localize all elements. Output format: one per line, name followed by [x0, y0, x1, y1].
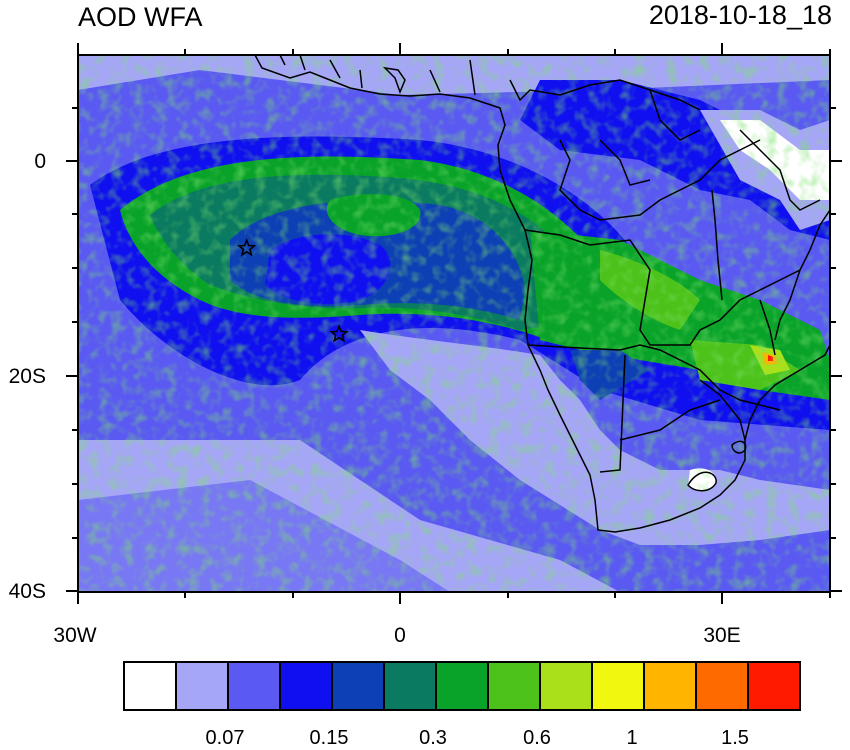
x-label-0: 0 — [394, 624, 406, 647]
colorbar-swatch-11 — [695, 661, 749, 711]
y-label-0: 0 — [34, 150, 46, 173]
colorbar-swatch-10 — [643, 661, 697, 711]
colorbar-swatch-3 — [279, 661, 333, 711]
colorbar-swatch-0 — [123, 661, 177, 711]
colorbar-label-1: 1 — [626, 727, 638, 749]
colorbar — [123, 661, 801, 711]
colorbar-swatch-2 — [227, 661, 281, 711]
star-marker-1 — [237, 238, 257, 257]
colorbar-swatch-1 — [175, 661, 229, 711]
colorbar-swatch-5 — [383, 661, 437, 711]
map-datetime: 2018-10-18_18 — [648, 0, 832, 30]
colorbar-label-0.6: 0.6 — [523, 727, 551, 749]
colorbar-swatch-6 — [435, 661, 489, 711]
markers — [237, 238, 349, 343]
star-marker-2 — [329, 324, 349, 343]
map-frame — [66, 43, 842, 604]
y-label-40s: 40S — [8, 580, 46, 603]
aod-field — [78, 55, 830, 592]
colorbar-label-0.07: 0.07 — [205, 727, 245, 749]
colorbar-swatch-7 — [487, 661, 541, 711]
colorbar-label-1.5: 1.5 — [721, 727, 749, 749]
colorbar-label-0.15: 0.15 — [309, 727, 349, 749]
colorbar-swatch-8 — [539, 661, 593, 711]
x-label-30e: 30E — [703, 624, 741, 647]
colorbar-swatch-12 — [747, 661, 801, 711]
y-label-20s: 20S — [8, 365, 46, 388]
map-title: AOD WFA — [78, 2, 203, 32]
x-label-30w: 30W — [53, 624, 97, 647]
colorbar-swatch-9 — [591, 661, 645, 711]
coastlines — [254, 55, 830, 533]
colorbar-label-0.3: 0.3 — [419, 727, 447, 749]
colorbar-swatch-4 — [331, 661, 385, 711]
